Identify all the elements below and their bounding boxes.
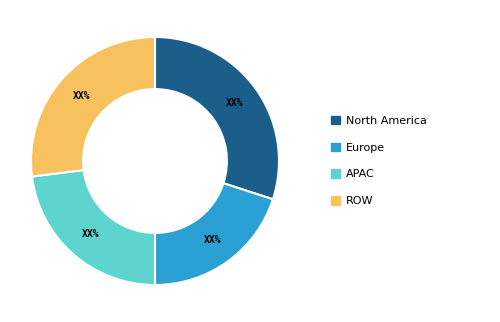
Wedge shape	[32, 170, 155, 285]
Wedge shape	[155, 183, 273, 285]
Text: XX%: XX%	[204, 235, 222, 245]
Text: XX%: XX%	[72, 91, 90, 101]
Text: XX%: XX%	[226, 99, 243, 109]
Legend: North America, Europe, APAC, ROW: North America, Europe, APAC, ROW	[331, 116, 426, 206]
Wedge shape	[155, 37, 279, 199]
Text: XX%: XX%	[82, 230, 99, 240]
Wedge shape	[31, 37, 155, 176]
